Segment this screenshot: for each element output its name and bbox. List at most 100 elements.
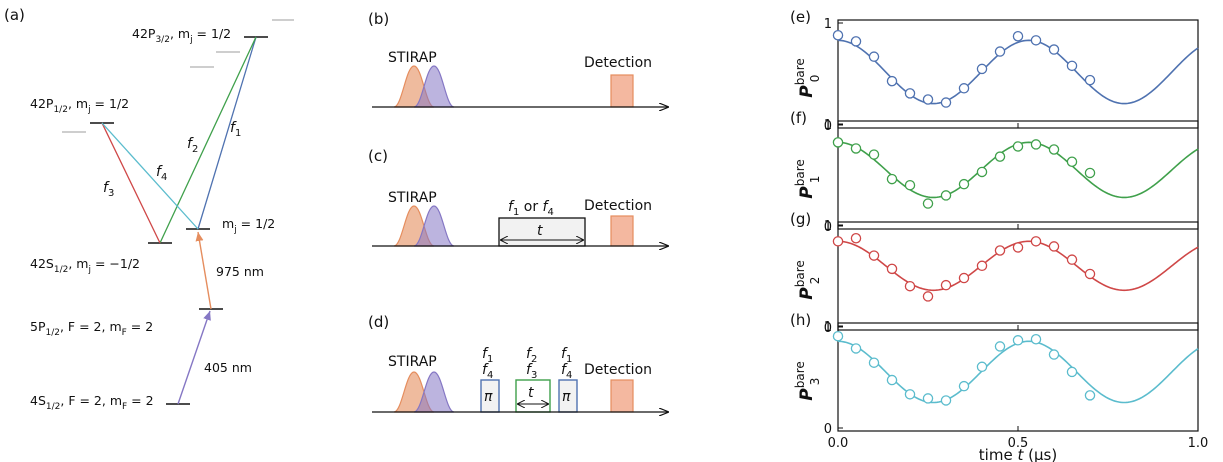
panel-label: (h) — [790, 311, 811, 329]
data-point — [1084, 268, 1096, 280]
data-point — [832, 137, 844, 148]
transition-f4 — [101, 122, 199, 230]
label-4s12: 4S1/2, F = 2, mF = 2 — [30, 393, 154, 412]
data-point — [976, 361, 988, 373]
y-tick-label: 1 — [824, 219, 832, 234]
data-point — [994, 245, 1006, 256]
fit-curve — [837, 340, 1199, 404]
data-point — [922, 198, 934, 209]
data-point — [1012, 31, 1024, 42]
pulse-label-right-bot: f4 — [561, 362, 572, 381]
data-point — [1012, 242, 1024, 253]
data-point — [976, 260, 988, 272]
data-point — [886, 374, 898, 386]
data-point — [940, 190, 952, 201]
data-point — [922, 393, 934, 404]
panel-d: (d) STIRAP π f1 f4 t f2 f3 π f1 f4 Detec… — [368, 313, 668, 412]
data-point — [994, 341, 1006, 352]
fit-curve — [837, 39, 1199, 105]
x-tick-label: 0.0 — [828, 436, 849, 451]
data-point — [958, 83, 970, 94]
detection-label: Detection — [584, 362, 652, 378]
data-point — [994, 46, 1006, 57]
data-point — [1012, 335, 1024, 346]
data-point — [1084, 390, 1096, 401]
transition-f2 — [159, 36, 257, 244]
data-point — [1066, 156, 1078, 167]
arrow-975nm — [195, 231, 212, 310]
x-axis-label: time t (μs) — [979, 446, 1057, 462]
y-axis-label: Pbare2 — [793, 260, 822, 300]
pulse-label-right-top: f1 — [561, 346, 572, 365]
label-f2: f2 — [187, 136, 198, 155]
data-point — [850, 36, 862, 47]
data-point — [886, 75, 898, 87]
y-tick-label: 0 — [824, 119, 832, 134]
data-point — [904, 280, 916, 292]
data-point — [868, 250, 880, 261]
data-point — [868, 149, 880, 160]
label-42p12: 42P1/2, mj = 1/2 — [30, 96, 129, 115]
y-tick-label: 1 — [824, 320, 832, 335]
label-mj-right: mj = 1/2 — [222, 216, 275, 235]
mid-pulse-t: t — [528, 385, 534, 401]
data-point — [1048, 44, 1060, 55]
y-tick-label: 1 — [824, 118, 832, 133]
label-42s12: 42S1/2, mj = −1/2 — [30, 256, 140, 275]
data-point — [868, 51, 880, 62]
label-f1: f1 — [230, 120, 241, 139]
detection-label: Detection — [584, 198, 652, 214]
data-point — [1030, 139, 1042, 150]
pulse-label-left-bot: f4 — [482, 362, 493, 381]
data-point — [922, 94, 934, 105]
data-point — [1030, 334, 1042, 345]
panel-label: (f) — [790, 109, 807, 127]
data-point — [868, 357, 880, 368]
pi-label-left: π — [484, 389, 493, 405]
detection-pulse — [610, 74, 634, 108]
data-point — [850, 233, 862, 244]
label-42p32: 42P3/2, mj = 1/2 — [132, 26, 231, 45]
data-point — [1048, 349, 1060, 360]
data-point — [832, 236, 844, 247]
panel-b: (b) STIRAP Detection — [368, 10, 668, 107]
plot-g: 01(g)Pbare2 — [790, 210, 1199, 336]
label-5p12: 5P1/2, F = 2, mF = 2 — [30, 319, 153, 338]
data-point — [976, 166, 988, 178]
plot-f: 01(f)Pbare1 — [790, 109, 1199, 235]
panel-label-c: (c) — [368, 147, 388, 165]
data-point — [994, 151, 1006, 162]
drive-pulse-label: f1 or f4 — [508, 199, 554, 218]
data-point — [1048, 241, 1060, 252]
stirap-label: STIRAP — [388, 354, 437, 370]
data-point — [940, 395, 952, 406]
detection-pulse — [610, 215, 634, 247]
data-point — [886, 173, 898, 185]
data-point — [832, 330, 844, 342]
data-point — [850, 343, 862, 354]
data-point — [886, 263, 898, 275]
label-405nm: 405 nm — [204, 360, 252, 375]
stirap-pulse-purple — [413, 205, 455, 247]
data-point — [940, 279, 952, 291]
data-point — [1066, 254, 1078, 265]
panel-c: (c) STIRAP f1 or f4 t Detection — [368, 147, 668, 246]
arrow-405nm — [177, 310, 211, 405]
data-point — [958, 272, 970, 284]
label-f3: f3 — [103, 180, 114, 199]
pi-label-right: π — [562, 389, 571, 405]
panel-label: (g) — [790, 210, 811, 228]
detection-pulse — [610, 379, 634, 413]
data-point — [1084, 167, 1096, 179]
x-tick-label: 0.5 — [1008, 436, 1029, 451]
pulse-label-left-top: f1 — [482, 346, 493, 365]
plot-e: 01(e)Pbare0 — [790, 8, 1199, 134]
y-axis-label: Pbare1 — [793, 159, 822, 199]
data-point — [1084, 74, 1096, 86]
data-point — [904, 389, 916, 400]
label-975nm: 975 nm — [216, 264, 264, 279]
data-point — [940, 97, 952, 108]
